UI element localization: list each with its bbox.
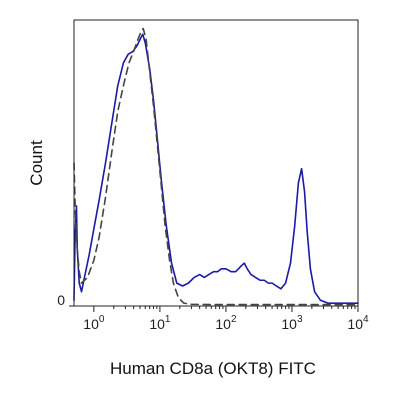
x-tick-label: 102 (215, 314, 237, 332)
x-axis-title: Human CD8a (OKT8) FITC (110, 359, 316, 378)
dashed-histogram-line (73, 27, 359, 306)
x-tick-label: 101 (149, 314, 171, 332)
y-tick-label: 0 (57, 292, 65, 308)
solid-histogram-line (73, 33, 359, 304)
y-axis-ticks: 0 (57, 292, 74, 308)
y-axis-title: Count (27, 140, 46, 186)
plot-frame (73, 19, 359, 307)
plot-lines (73, 27, 359, 306)
x-axis-ticks: 100 101 102 103 104 (83, 306, 369, 332)
x-tick-label: 103 (281, 314, 303, 332)
x-tick-label: 100 (83, 314, 105, 332)
x-tick-label: 104 (347, 314, 369, 332)
